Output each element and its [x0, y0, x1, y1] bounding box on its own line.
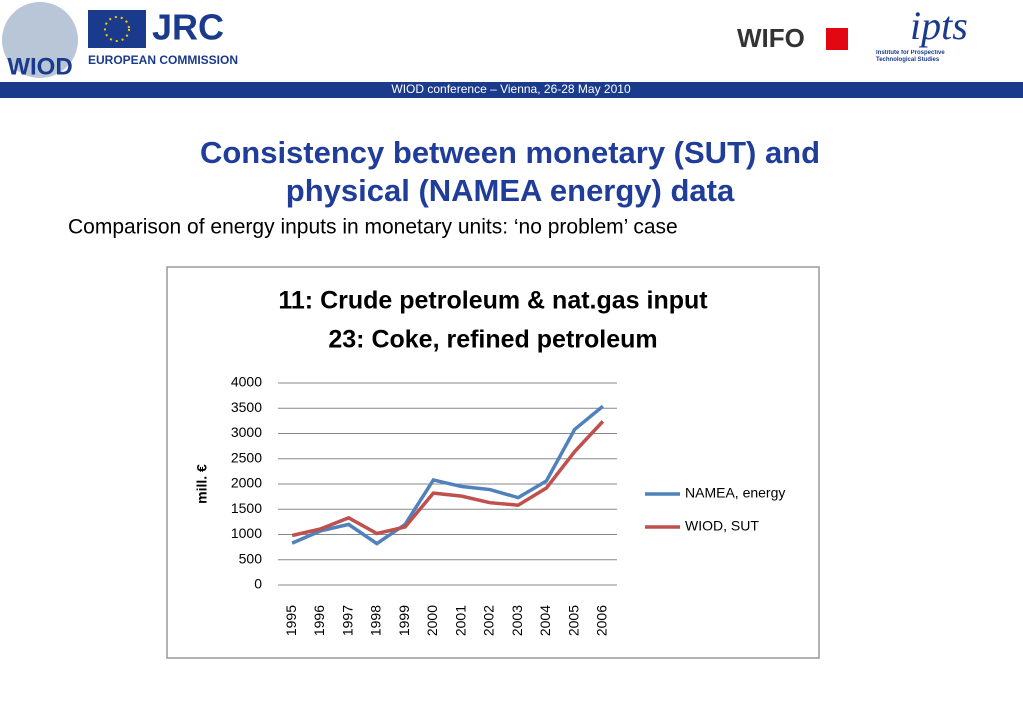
- y-tick-label: 2500: [231, 449, 262, 465]
- chart-title: 11: Crude petroleum & nat.gas input: [278, 287, 708, 315]
- globe-logo: [2, 2, 78, 78]
- wiod-logo: WIOD: [7, 53, 72, 80]
- x-tick-label: 2001: [452, 605, 468, 636]
- x-tick-label: 1999: [396, 605, 412, 636]
- x-tick-label: 2005: [565, 605, 581, 636]
- data-line: [291, 420, 605, 538]
- x-tick-label: 1995: [283, 605, 299, 636]
- y-tick-label: 0: [254, 576, 262, 592]
- y-tick-label: 1500: [231, 500, 262, 516]
- eu-stars: [104, 16, 130, 42]
- chart-frame: [166, 266, 820, 659]
- commission-logo: EUROPEAN COMMISSION: [88, 53, 238, 67]
- slide-title: physical (NAMEA energy) data: [286, 173, 735, 208]
- y-tick-label: 1000: [231, 525, 262, 541]
- ipts-logo: ipts: [910, 3, 968, 48]
- y-tick-label: 3500: [231, 399, 262, 415]
- x-tick-label: 2000: [424, 605, 440, 636]
- slide-title: Consistency between monetary (SUT) and: [200, 135, 820, 170]
- legend-label: NAMEA, energy: [685, 485, 785, 501]
- jrc-logo: JRC: [152, 7, 224, 48]
- eu-flag: [88, 10, 146, 48]
- x-tick-label: 2004: [537, 605, 553, 636]
- x-tick-label: 2003: [509, 605, 525, 636]
- slide-subtitle: Comparison of energy inputs in monetary …: [68, 216, 678, 239]
- wifo-square: [826, 28, 848, 50]
- banner: [0, 82, 1023, 98]
- wifo-logo: WIFO: [737, 23, 805, 53]
- x-tick-label: 1997: [339, 605, 355, 636]
- legend-label: WIOD, SUT: [685, 518, 759, 534]
- ipts-sub-box: Institute for Prospective Technological …: [876, 50, 945, 63]
- y-axis-label: mill. €: [194, 464, 210, 504]
- ipts-sub: Institute for Prospective Technological …: [876, 50, 945, 63]
- y-tick-label: 2000: [231, 475, 262, 491]
- y-tick-label: 500: [239, 550, 263, 566]
- y-tick-label: 4000: [231, 374, 262, 390]
- x-tick-label: 1998: [368, 605, 384, 636]
- data-line: [291, 404, 604, 546]
- chart-subtitle: 23: Coke, refined petroleum: [328, 326, 657, 354]
- x-tick-label: 1996: [311, 605, 327, 636]
- banner-text: WIOD conference – Vienna, 26-28 May 2010: [391, 82, 631, 96]
- x-tick-label: 2002: [481, 605, 497, 636]
- x-tick-label: 2006: [594, 605, 610, 636]
- y-tick-label: 3000: [231, 424, 262, 440]
